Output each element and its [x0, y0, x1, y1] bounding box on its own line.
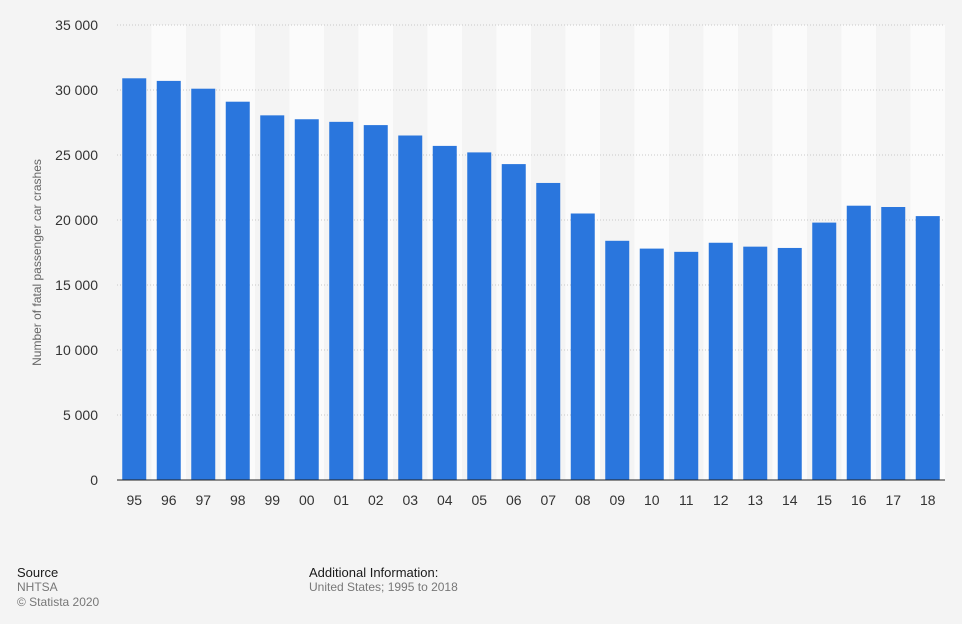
y-tick-label: 35 000 — [55, 17, 98, 33]
y-axis-tick-labels: 0 5 000 10 000 15 000 20 000 25 000 30 000 35 0… — [55, 17, 98, 488]
x-tick-label: 03 — [402, 492, 418, 508]
copyright: © Statista 2020 — [17, 595, 100, 609]
y-tick-label: 25 000 — [55, 147, 98, 163]
x-tick-label: 02 — [368, 492, 384, 508]
bar-05[interactable] — [467, 152, 492, 480]
x-axis-tick-labels: 95 96 97 98 99 00 01 02 03 04 05 06 07 08 09 10 11 12 13 14… — [126, 492, 935, 508]
bar-11[interactable] — [674, 251, 699, 480]
x-tick-label: 07 — [540, 492, 556, 508]
bar-99[interactable] — [260, 115, 285, 480]
x-tick-label: 13 — [747, 492, 763, 508]
bar-02[interactable] — [363, 125, 388, 480]
gridlines — [117, 24, 945, 416]
bar-15[interactable] — [812, 222, 837, 480]
additional-information-heading[interactable]: Additional Information: — [309, 565, 439, 580]
x-tick-label: 95 — [126, 492, 142, 508]
bar-08[interactable] — [570, 213, 595, 481]
x-tick-label: 11 — [679, 492, 694, 508]
bar-16[interactable] — [846, 205, 871, 480]
bar-12[interactable] — [708, 242, 733, 480]
y-tick-label: 20 000 — [55, 212, 98, 228]
bar-95[interactable] — [122, 78, 147, 481]
x-tick-label: 06 — [506, 492, 522, 508]
bar-06[interactable] — [501, 164, 526, 480]
source-block: Source NHTSA © Statista 2020 — [17, 565, 99, 610]
x-tick-label: 04 — [437, 492, 453, 508]
additional-information-block: Additional Information: United States; 1… — [309, 565, 458, 595]
source-heading[interactable]: Source — [17, 565, 59, 580]
x-tick-label: 10 — [644, 492, 660, 508]
x-tick-label: 15 — [816, 492, 832, 508]
bar-09[interactable] — [605, 240, 630, 480]
bar-18[interactable] — [915, 216, 940, 480]
bar-97[interactable] — [191, 88, 216, 480]
bar-14[interactable] — [777, 247, 802, 480]
x-tick-label: 17 — [885, 492, 901, 508]
additional-information-text: United States; 1995 to 2018 — [309, 580, 458, 594]
bar-17[interactable] — [881, 207, 906, 480]
x-tick-label: 09 — [609, 492, 625, 508]
bars — [122, 78, 940, 481]
bar-00[interactable] — [294, 119, 319, 480]
y-tick-label: 10 000 — [55, 342, 98, 358]
x-tick-label: 05 — [471, 492, 487, 508]
y-tick-label: 0 — [90, 472, 98, 488]
y-tick-label: 15 000 — [55, 277, 98, 293]
source-name: NHTSA — [17, 580, 58, 594]
x-tick-label: 01 — [333, 492, 349, 508]
x-tick-label: 14 — [782, 492, 798, 508]
x-tick-label: 98 — [230, 492, 246, 508]
x-tick-label: 08 — [575, 492, 591, 508]
y-axis-label: Number of fatal passenger car crashes — [30, 159, 44, 366]
bar-01[interactable] — [329, 121, 354, 480]
x-tick-label: 99 — [264, 492, 280, 508]
x-tick-label: 12 — [713, 492, 729, 508]
x-tick-label: 97 — [195, 492, 211, 508]
x-tick-label: 96 — [161, 492, 177, 508]
bar-98[interactable] — [225, 101, 250, 480]
x-tick-label: 16 — [851, 492, 867, 508]
bar-07[interactable] — [536, 182, 561, 480]
bar-96[interactable] — [156, 80, 181, 481]
y-tick-label: 5 000 — [63, 407, 98, 423]
bar-10[interactable] — [639, 248, 664, 480]
x-tick-label: 00 — [299, 492, 315, 508]
bar-04[interactable] — [432, 145, 457, 480]
y-tick-label: 30 000 — [55, 82, 98, 98]
bar-03[interactable] — [398, 135, 423, 481]
bar-13[interactable] — [743, 246, 768, 480]
x-tick-label: 18 — [920, 492, 936, 508]
